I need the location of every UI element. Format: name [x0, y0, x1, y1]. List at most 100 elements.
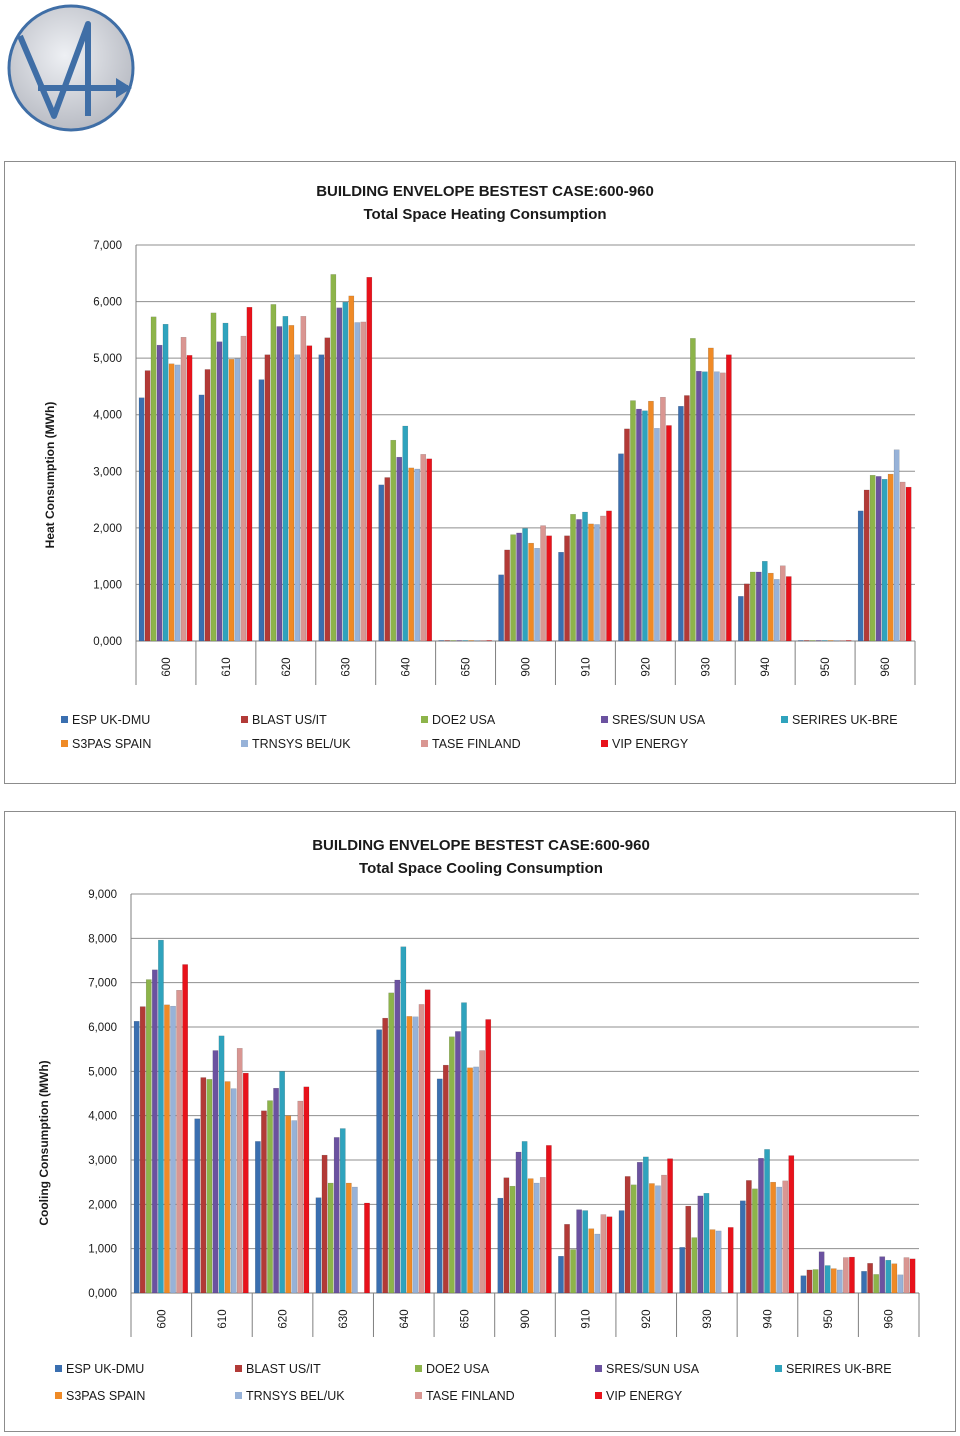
legend-item-vip-energy: VIP ENERGY — [595, 1389, 683, 1403]
x-tick-label: 630 — [338, 1309, 350, 1328]
x-tick-label: 900 — [521, 657, 533, 676]
bar-doe2-usa-610 — [206, 1079, 213, 1294]
bar-blast-us-it-640 — [382, 1017, 389, 1294]
bar-blast-us-it-920 — [624, 1176, 631, 1294]
bar-esp-uk-dmu-960 — [861, 1271, 867, 1294]
bar-esp-uk-dmu-940 — [738, 596, 744, 642]
bar-tase-finland-610 — [240, 335, 247, 642]
bar-vip-energy-960 — [909, 1258, 916, 1294]
bar-tase-finland-900 — [540, 525, 546, 642]
bar-blast-us-it-610 — [204, 369, 211, 642]
bar-serires-uk-bre-930 — [702, 371, 708, 642]
bar-blast-us-it-940 — [746, 1180, 752, 1294]
bar-sres-sun-usa-650 — [455, 1031, 461, 1294]
bar-trnsys-bel-uk-900 — [533, 1182, 540, 1294]
bar-doe2-usa-960 — [873, 1274, 879, 1294]
cooling-chart-panel: BUILDING ENVELOPE BESTEST CASE:600-960 T… — [4, 811, 956, 1432]
bar-trnsys-bel-uk-960 — [893, 449, 900, 642]
building-envelope-logo — [7, 4, 135, 132]
bar-sres-sun-usa-960 — [879, 1256, 886, 1294]
bar-vip-energy-900 — [546, 1145, 552, 1294]
bar-tase-finland-630 — [358, 1292, 364, 1294]
bar-tase-finland-620 — [300, 316, 307, 642]
y-tick-label: 4,000 — [93, 410, 122, 422]
bar-vip-energy-950 — [849, 1256, 855, 1294]
bar-tase-finland-620 — [297, 1100, 304, 1294]
bar-esp-uk-dmu-920 — [618, 453, 624, 642]
bar-s3pas-spain-650 — [468, 640, 474, 642]
bar-esp-uk-dmu-620 — [258, 379, 265, 642]
bar-serires-uk-bre-630 — [339, 1128, 346, 1294]
bar-s3pas-spain-610 — [224, 1081, 231, 1294]
legend-label: SRES/SUN USA — [606, 1362, 700, 1376]
bar-tase-finland-640 — [420, 454, 427, 642]
bar-blast-us-it-950 — [806, 1269, 813, 1294]
bar-s3pas-spain-630 — [348, 295, 355, 642]
chart-subtitle: Total Space Heating Consumption — [363, 206, 606, 223]
bar-blast-us-it-960 — [863, 489, 870, 642]
x-tick-label: 960 — [880, 657, 892, 676]
legend: ESP UK-DMU BLAST US/IT DOE2 USA SRES/SUN US… — [55, 1362, 892, 1403]
bar-tase-finland-910 — [600, 1214, 607, 1294]
x-tick-label: 620 — [281, 657, 293, 676]
bar-tase-finland-940 — [782, 1180, 789, 1294]
bar-doe2-usa-940 — [750, 571, 756, 642]
bar-blast-us-it-630 — [324, 337, 331, 642]
bar-esp-uk-dmu-960 — [857, 510, 864, 642]
bar-sres-sun-usa-930 — [697, 1195, 704, 1294]
x-tick-label: 600 — [161, 657, 173, 676]
bar-s3pas-spain-620 — [285, 1115, 292, 1294]
bar-serires-uk-bre-930 — [703, 1193, 710, 1294]
bar-sres-sun-usa-920 — [636, 1162, 643, 1294]
legend-item-vip-energy: VIP ENERGY — [601, 737, 689, 751]
bar-serires-uk-bre-900 — [521, 1141, 528, 1294]
bar-doe2-usa-950 — [809, 640, 816, 642]
bar-doe2-usa-960 — [869, 475, 876, 642]
legend-swatch — [55, 1365, 62, 1372]
y-tick-label: 4,000 — [88, 1111, 117, 1123]
bar-vip-energy-610 — [246, 307, 253, 642]
bar-vip-energy-650 — [485, 1019, 492, 1294]
legend-item-sres-sun-usa: SRES/SUN USA — [595, 1362, 700, 1376]
legend-item-doe2-usa: DOE2 USA — [421, 713, 496, 727]
legend-item-blast-us-it: BLAST US/IT — [241, 713, 327, 727]
bar-trnsys-bel-uk-650 — [474, 640, 480, 642]
x-tick-label: 600 — [156, 1309, 168, 1328]
bar-trnsys-bel-uk-630 — [354, 322, 361, 642]
bar-blast-us-it-620 — [261, 1110, 267, 1294]
bar-esp-uk-dmu-650 — [438, 640, 445, 642]
bar-blast-us-it-630 — [321, 1154, 328, 1294]
bar-esp-uk-dmu-950 — [800, 1275, 807, 1294]
bar-sres-sun-usa-900 — [515, 1151, 522, 1294]
bar-blast-us-it-650 — [442, 1064, 449, 1294]
bar-esp-uk-dmu-930 — [678, 406, 684, 642]
bar-trnsys-bel-uk-610 — [234, 358, 241, 642]
bar-serires-uk-bre-940 — [764, 1149, 770, 1294]
bar-sres-sun-usa-600 — [156, 344, 163, 642]
bar-serires-uk-bre-650 — [462, 640, 468, 642]
y-tick-label: 2,000 — [93, 523, 122, 535]
bar-vip-energy-910 — [606, 1216, 613, 1294]
y-tick-label: 7,000 — [93, 240, 122, 252]
bar-doe2-usa-900 — [510, 534, 516, 642]
bar-sres-sun-usa-610 — [212, 1050, 219, 1294]
legend-item-serires-uk-bre: SERIRES UK-BRE — [781, 713, 898, 727]
bar-trnsys-bel-uk-600 — [170, 1005, 176, 1294]
bar-doe2-usa-920 — [630, 1184, 637, 1294]
bar-doe2-usa-930 — [690, 338, 696, 642]
bar-tase-finland-910 — [600, 515, 606, 642]
legend-swatch — [775, 1365, 782, 1372]
x-tick-label: 930 — [702, 1309, 714, 1328]
legend-item-blast-us-it: BLAST US/IT — [235, 1362, 321, 1376]
bar-sres-sun-usa-640 — [394, 979, 401, 1294]
bar-tase-finland-940 — [779, 565, 786, 642]
bar-s3pas-spain-600 — [164, 1004, 170, 1294]
x-tick-label: 610 — [217, 1309, 229, 1328]
bar-vip-energy-930 — [727, 1227, 734, 1294]
bar-s3pas-spain-640 — [406, 1016, 413, 1294]
bar-s3pas-spain-930 — [708, 347, 714, 642]
bar-vip-energy-930 — [726, 354, 732, 642]
x-tick-label: 630 — [341, 657, 353, 676]
bar-vip-energy-920 — [667, 1158, 673, 1294]
bar-esp-uk-dmu-900 — [498, 574, 504, 642]
